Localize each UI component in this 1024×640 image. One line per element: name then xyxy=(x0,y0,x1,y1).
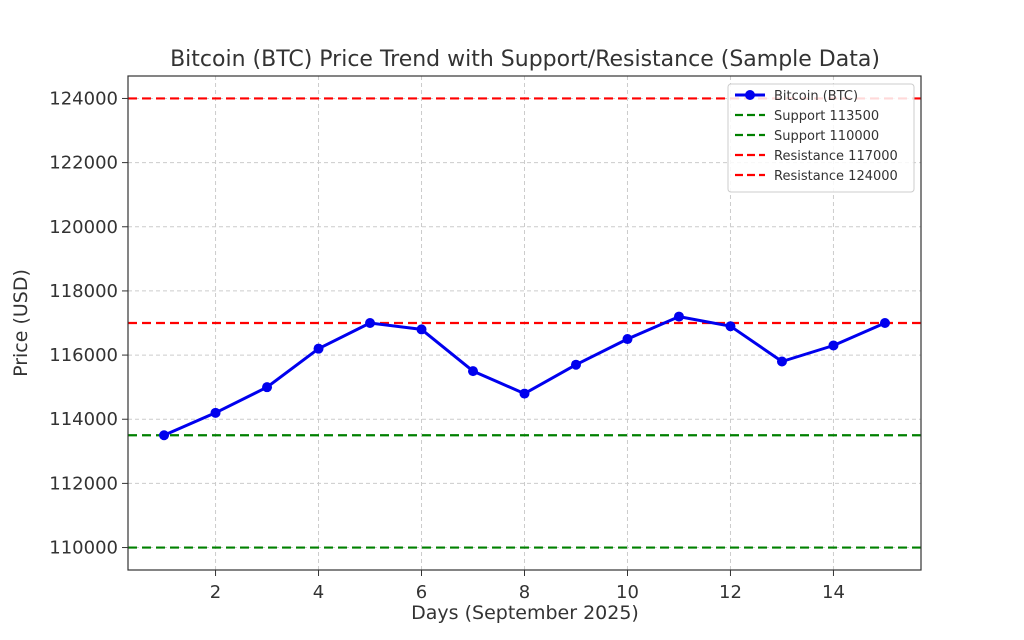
data-point xyxy=(519,388,530,399)
x-tick-label: 14 xyxy=(822,582,845,603)
x-tick-label: 10 xyxy=(616,582,639,603)
x-tick-label: 12 xyxy=(719,582,742,603)
data-point xyxy=(879,318,890,328)
data-point xyxy=(673,311,684,322)
data-point xyxy=(210,407,221,418)
legend-label: Support 113500 xyxy=(774,109,879,124)
x-tick-label: 4 xyxy=(313,582,324,603)
x-tick-label: 8 xyxy=(519,582,530,603)
data-point xyxy=(725,321,736,332)
data-point xyxy=(416,324,427,335)
legend: Bitcoin (BTC) Support 113500 Support 11000… xyxy=(727,83,915,193)
y-tick-label: 110000 xyxy=(49,538,118,559)
y-tick-label: 124000 xyxy=(49,88,118,109)
x-axis-ticks: 2 4 6 8 10 12 14 xyxy=(210,570,845,603)
data-point xyxy=(570,359,581,370)
legend-box xyxy=(727,83,915,193)
data-point xyxy=(159,430,170,441)
x-axis-label: Days (September 2025) xyxy=(411,602,639,624)
data-point xyxy=(262,382,273,393)
legend-marker xyxy=(745,90,755,100)
data-point xyxy=(468,366,479,377)
x-tick-label: 2 xyxy=(210,582,221,603)
y-tick-label: 118000 xyxy=(49,281,118,302)
data-point xyxy=(365,318,376,328)
legend-label: Resistance 124000 xyxy=(774,169,898,184)
series-line xyxy=(163,315,886,437)
y-tick-label: 122000 xyxy=(49,153,118,174)
y-axis-ticks: 110000 112000 114000 116000 118000 120000 1220… xyxy=(49,88,128,559)
y-axis-label: Price (USD) xyxy=(10,269,32,377)
series-layer xyxy=(159,311,890,441)
data-point xyxy=(828,340,839,351)
y-tick-label: 112000 xyxy=(49,473,118,494)
chart-title: Bitcoin (BTC) Price Trend with Support/R… xyxy=(170,47,880,72)
y-tick-label: 120000 xyxy=(49,217,118,238)
legend-label: Bitcoin (BTC) xyxy=(774,89,858,104)
y-tick-label: 114000 xyxy=(49,409,118,430)
legend-label: Support 110000 xyxy=(774,129,879,144)
legend-label: Resistance 117000 xyxy=(774,149,898,164)
data-point xyxy=(313,343,324,354)
x-tick-label: 6 xyxy=(416,582,427,603)
data-point xyxy=(622,334,633,345)
y-tick-label: 116000 xyxy=(49,345,118,366)
data-point xyxy=(776,356,787,367)
